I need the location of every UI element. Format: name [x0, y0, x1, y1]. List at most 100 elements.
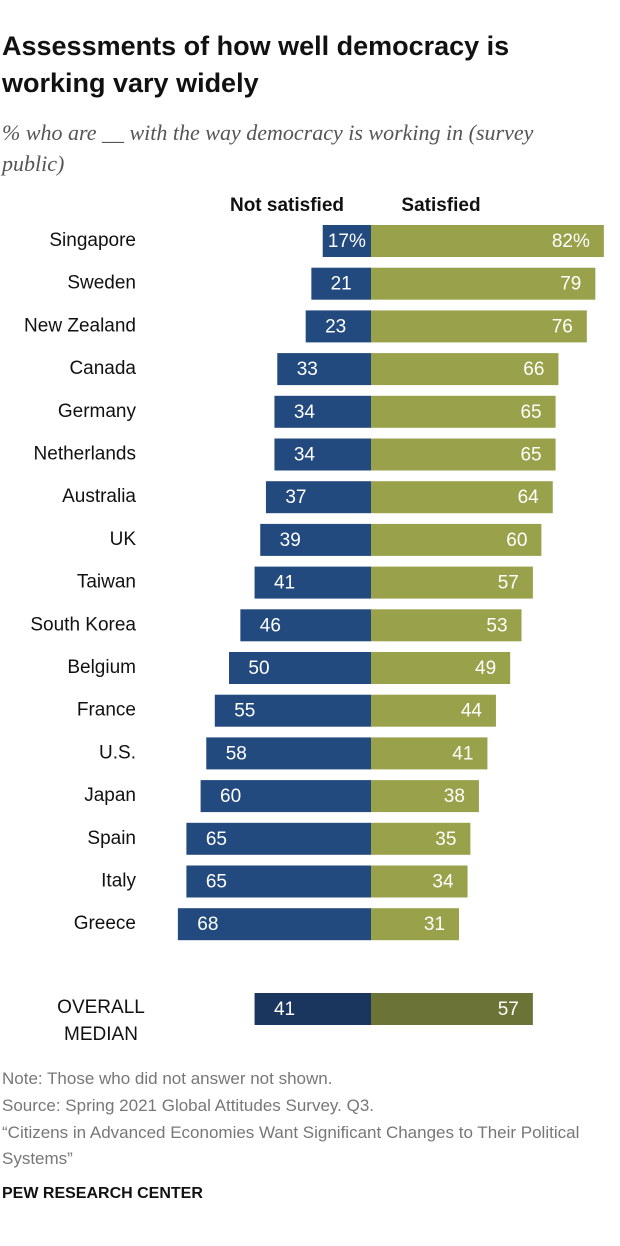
bar [371, 822, 471, 855]
category-label: Australia [62, 486, 136, 507]
bar [186, 822, 371, 855]
value-label: 34 [294, 402, 316, 423]
value-label: 39 [280, 530, 301, 551]
bar [311, 267, 371, 300]
bar [371, 225, 604, 257]
bar [200, 780, 371, 813]
category-label: Netherlands [34, 444, 136, 465]
value-label: 35 [435, 829, 456, 850]
bar [254, 993, 371, 1025]
value-label: 60 [220, 786, 241, 807]
category-label: Singapore [49, 230, 136, 251]
bar [322, 225, 371, 257]
value-label: 33 [297, 359, 318, 380]
bar [240, 609, 371, 642]
bar [274, 395, 371, 428]
bar [371, 310, 587, 343]
category-label: Italy [101, 871, 136, 892]
bar [371, 481, 553, 514]
bar [371, 353, 559, 386]
value-label: 37 [285, 487, 306, 508]
value-label: 60 [506, 530, 527, 551]
chart: Not satisfied Satisfied Singapore 17% 82% Swe… [24, 195, 604, 1025]
value-label: 55 [234, 701, 255, 722]
value-label: 46 [260, 615, 281, 636]
value-label: 34 [432, 872, 454, 893]
bar [371, 652, 511, 684]
chart-title: Assessments of how well democracy is wor… [2, 31, 510, 98]
legend-label: Satisfied [401, 195, 480, 216]
median-label: OVERALL MEDIAN [57, 997, 145, 1045]
bar [265, 481, 371, 514]
value-label: 58 [226, 743, 247, 764]
value-label: 76 [552, 316, 573, 337]
value-label: 38 [444, 786, 465, 807]
bar [260, 523, 371, 556]
report-title: “Citizens in Advanced Economies Want Sig… [2, 1123, 580, 1168]
bar [371, 438, 556, 471]
value-label: 57 [498, 999, 519, 1020]
note: Note: Those who did not answer not shown… [2, 1069, 333, 1088]
value-label: 68 [197, 914, 218, 935]
value-label: 17% [328, 231, 366, 252]
value-label: 82% [552, 231, 590, 252]
value-label: 79 [560, 274, 581, 295]
category-label: France [77, 700, 136, 721]
value-label: 23 [325, 316, 346, 337]
chart-subtitle: % who are __ with the way democracy is w… [2, 120, 534, 176]
organization: PEW RESEARCH CENTER [2, 1185, 203, 1202]
category-label: New Zealand [24, 315, 136, 336]
value-label: 41 [452, 743, 473, 764]
value-label: 44 [461, 701, 483, 722]
value-label: 65 [520, 445, 541, 466]
category-label: Taiwan [77, 572, 136, 593]
bar [371, 267, 596, 300]
bar [371, 566, 533, 599]
value-label: 65 [206, 829, 227, 850]
value-label: 34 [294, 445, 316, 466]
value-label: 50 [248, 658, 269, 679]
bar [371, 609, 522, 642]
value-label: 49 [475, 658, 496, 679]
bar [274, 438, 371, 471]
bar [371, 737, 488, 770]
bar [214, 694, 371, 727]
bar [371, 395, 556, 428]
bar [371, 908, 460, 941]
value-label: 65 [206, 872, 227, 893]
category-label: Belgium [67, 657, 136, 678]
value-label: 31 [424, 914, 445, 935]
category-label: Spain [87, 828, 136, 849]
category-label: Canada [69, 358, 136, 379]
category-label: South Korea [30, 614, 136, 635]
source: Source: Spring 2021 Global Attitudes Sur… [2, 1096, 375, 1115]
category-label: Sweden [67, 273, 136, 294]
bar [229, 652, 371, 684]
bar [371, 993, 533, 1025]
value-label: 41 [274, 573, 295, 594]
category-label: U.S. [99, 742, 136, 763]
bar [305, 310, 371, 343]
legend-label: Not satisfied [230, 195, 344, 216]
bar [371, 523, 542, 556]
bar [371, 780, 479, 813]
bar [177, 908, 371, 941]
category-label: UK [110, 529, 137, 550]
bar [277, 353, 371, 386]
value-label: 53 [486, 615, 507, 636]
value-label: 21 [331, 274, 352, 295]
bar [371, 694, 496, 727]
value-label: 41 [274, 999, 295, 1020]
bar [371, 865, 468, 898]
bar [186, 865, 371, 898]
value-label: 57 [498, 573, 519, 594]
value-label: 66 [523, 359, 544, 380]
bar [206, 737, 371, 770]
category-label: Japan [84, 785, 136, 806]
bar [254, 566, 371, 599]
category-label: Germany [58, 401, 137, 422]
category-label: Greece [74, 913, 136, 934]
value-label: 65 [520, 402, 541, 423]
value-label: 64 [518, 487, 540, 508]
